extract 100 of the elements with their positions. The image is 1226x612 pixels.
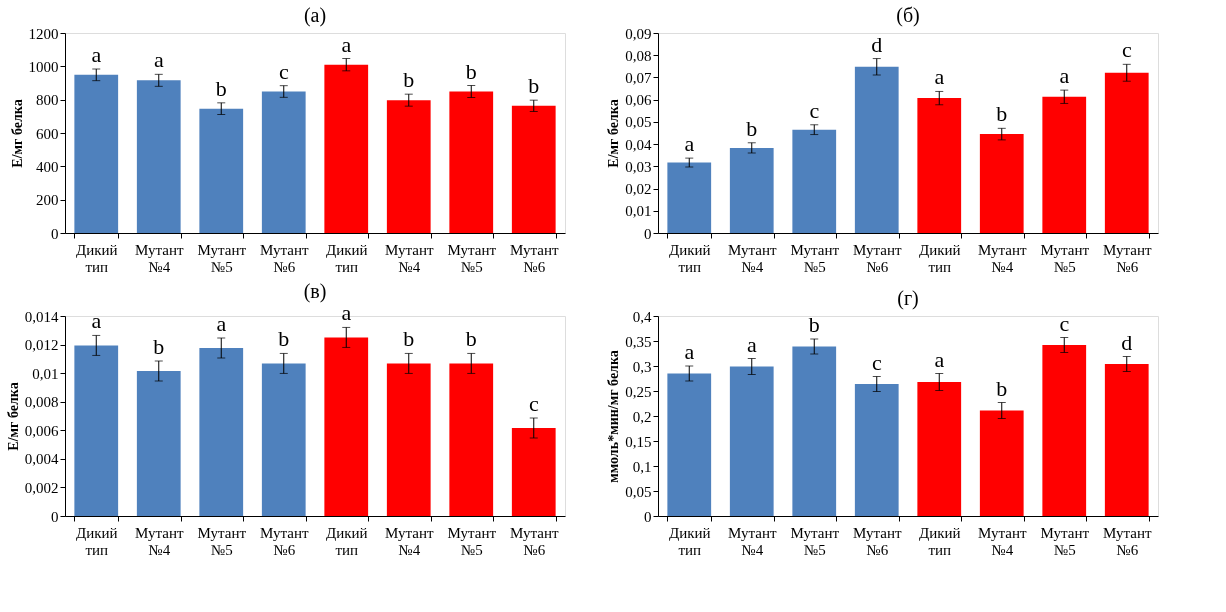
x-tick-label: Мутант №4 [728, 241, 777, 275]
x-tick-label: Мутант №4 [978, 241, 1027, 275]
y-tick-label: 0,05 [625, 483, 652, 500]
data-label: b [278, 326, 290, 352]
y-tick-label: 0,012 [24, 337, 59, 354]
bar [729, 147, 774, 233]
bar [74, 345, 119, 516]
y-tick-label: 0,07 [625, 69, 652, 86]
y-tick-label: 0,02 [625, 181, 652, 198]
bar [324, 337, 369, 516]
data-label: a [684, 131, 695, 157]
y-tick-label: 0,2 [632, 408, 652, 425]
x-tick-label: Мутант №4 [135, 524, 184, 558]
x-tick-label: Мутант №5 [790, 524, 840, 558]
y-tick-label: 1000 [28, 58, 59, 75]
x-tick-label: Мутант №6 [260, 241, 309, 275]
x-tick-label: Мутант №6 [1103, 241, 1152, 275]
data-label: b [153, 334, 165, 359]
y-tick-label: 0,08 [625, 47, 652, 64]
data-label: a [341, 300, 352, 326]
bar [792, 346, 837, 516]
y-tick-label: 200 [36, 192, 59, 209]
data-label: a [934, 346, 945, 372]
data-label: a [153, 47, 164, 73]
data-label: a [934, 64, 945, 90]
bar [917, 98, 962, 233]
x-tick-label: Мутант №5 [1040, 524, 1090, 558]
bar [511, 105, 556, 233]
data-label: b [996, 101, 1008, 127]
y-tick-label: 0,05 [625, 114, 652, 131]
data-label: a [341, 31, 352, 57]
x-tick-label: Мутант №4 [385, 241, 434, 275]
y-tick-label: 0,01 [625, 203, 652, 220]
data-label: d [871, 31, 883, 57]
data-label: c [528, 391, 539, 416]
bar [261, 363, 306, 516]
bar [136, 371, 181, 516]
y-tick-label: 0,008 [24, 394, 59, 411]
x-tick-label: Дикий тип [325, 524, 368, 558]
y-axis-title: Е/мг белка [5, 382, 21, 451]
data-label: b [465, 326, 477, 352]
bar [136, 80, 181, 233]
data-label: b [215, 75, 227, 101]
y-tick-label: 0,35 [625, 333, 652, 350]
bar [917, 382, 962, 516]
bar [1042, 345, 1087, 516]
data-label: a [91, 42, 102, 67]
x-tick-label: Мутант №6 [853, 524, 902, 558]
y-tick-label: 600 [36, 125, 59, 142]
x-tick-label: Дикий тип [75, 524, 118, 558]
bar [386, 100, 431, 233]
y-tick-label: 0,4 [632, 308, 652, 325]
y-tick-label: 0,25 [625, 383, 652, 400]
y-tick-label: 0,01 [32, 365, 59, 382]
chart-title: (в) [303, 280, 327, 304]
bar [449, 91, 494, 233]
x-tick-label: Мутант №6 [1103, 524, 1152, 558]
y-tick-label: 1200 [28, 25, 59, 42]
data-label: c [278, 58, 289, 84]
y-tick-label: 0,1 [632, 458, 652, 475]
bar [979, 134, 1024, 233]
y-tick-label: 400 [36, 158, 59, 175]
y-tick-label: 0,002 [24, 479, 59, 496]
y-tick-label: 0,04 [625, 136, 652, 153]
y-tick-label: 0 [51, 508, 59, 525]
x-tick-label: Дикий тип [75, 241, 118, 275]
data-label: b [528, 73, 540, 99]
y-axis-title: ммоль*мин/мг белка [606, 350, 622, 483]
y-tick-label: 0,06 [625, 92, 652, 109]
bar [792, 129, 837, 233]
x-tick-label: Мутант №5 [790, 241, 840, 275]
bar [854, 66, 899, 233]
y-tick-label: 800 [36, 92, 59, 109]
bar [199, 108, 244, 233]
y-tick-label: 0,006 [24, 422, 59, 439]
data-label: b [465, 58, 477, 84]
chart-title: (г) [897, 287, 919, 310]
x-tick-label: Мутант №4 [728, 524, 777, 558]
data-label: c [1121, 37, 1132, 63]
y-tick-label: 0,03 [625, 158, 652, 175]
data-label: d [1121, 329, 1133, 355]
data-label: a [684, 339, 695, 364]
data-label: b [403, 326, 415, 352]
data-label: a [746, 331, 757, 357]
bar [74, 74, 119, 233]
x-tick-label: Мутант №5 [1040, 241, 1090, 275]
x-tick-label: Мутант №4 [135, 241, 184, 275]
bar [854, 384, 899, 516]
data-label: c [1059, 310, 1070, 336]
x-tick-label: Мутант №5 [447, 524, 497, 558]
x-tick-label: Дикий тип [918, 241, 961, 275]
y-tick-label: 0 [644, 508, 652, 525]
x-tick-label: Мутант №6 [853, 241, 902, 275]
y-tick-label: 0,004 [24, 451, 59, 468]
y-tick-label: 0 [51, 225, 59, 242]
y-axis-title: Е/мг белка [9, 99, 25, 168]
x-tick-label: Дикий тип [668, 524, 711, 558]
bar [729, 366, 774, 516]
bar [667, 162, 712, 233]
bar [667, 373, 712, 516]
